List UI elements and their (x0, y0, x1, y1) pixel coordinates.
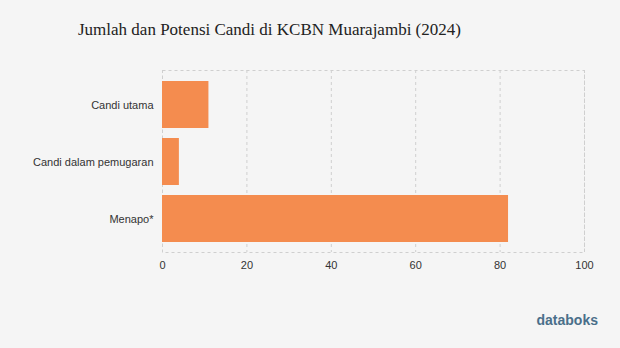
svg-text:100: 100 (575, 259, 593, 271)
svg-text:Candi dalam pemugaran: Candi dalam pemugaran (33, 156, 153, 168)
svg-text:60: 60 (410, 259, 422, 271)
svg-text:20: 20 (241, 259, 253, 271)
html-text:Jumlah dan Potensi Candi di KC: Jumlah dan Potensi Candi di KCBN Muaraja… (78, 20, 461, 39)
svg-text:Menapo*: Menapo* (109, 213, 154, 225)
svg-text:40: 40 (325, 259, 337, 271)
html-text:databoks: databoks (536, 312, 598, 328)
svg-text:80: 80 (494, 259, 506, 271)
svg-text:Candi utama: Candi utama (91, 99, 154, 111)
svg-text:0: 0 (159, 259, 165, 271)
